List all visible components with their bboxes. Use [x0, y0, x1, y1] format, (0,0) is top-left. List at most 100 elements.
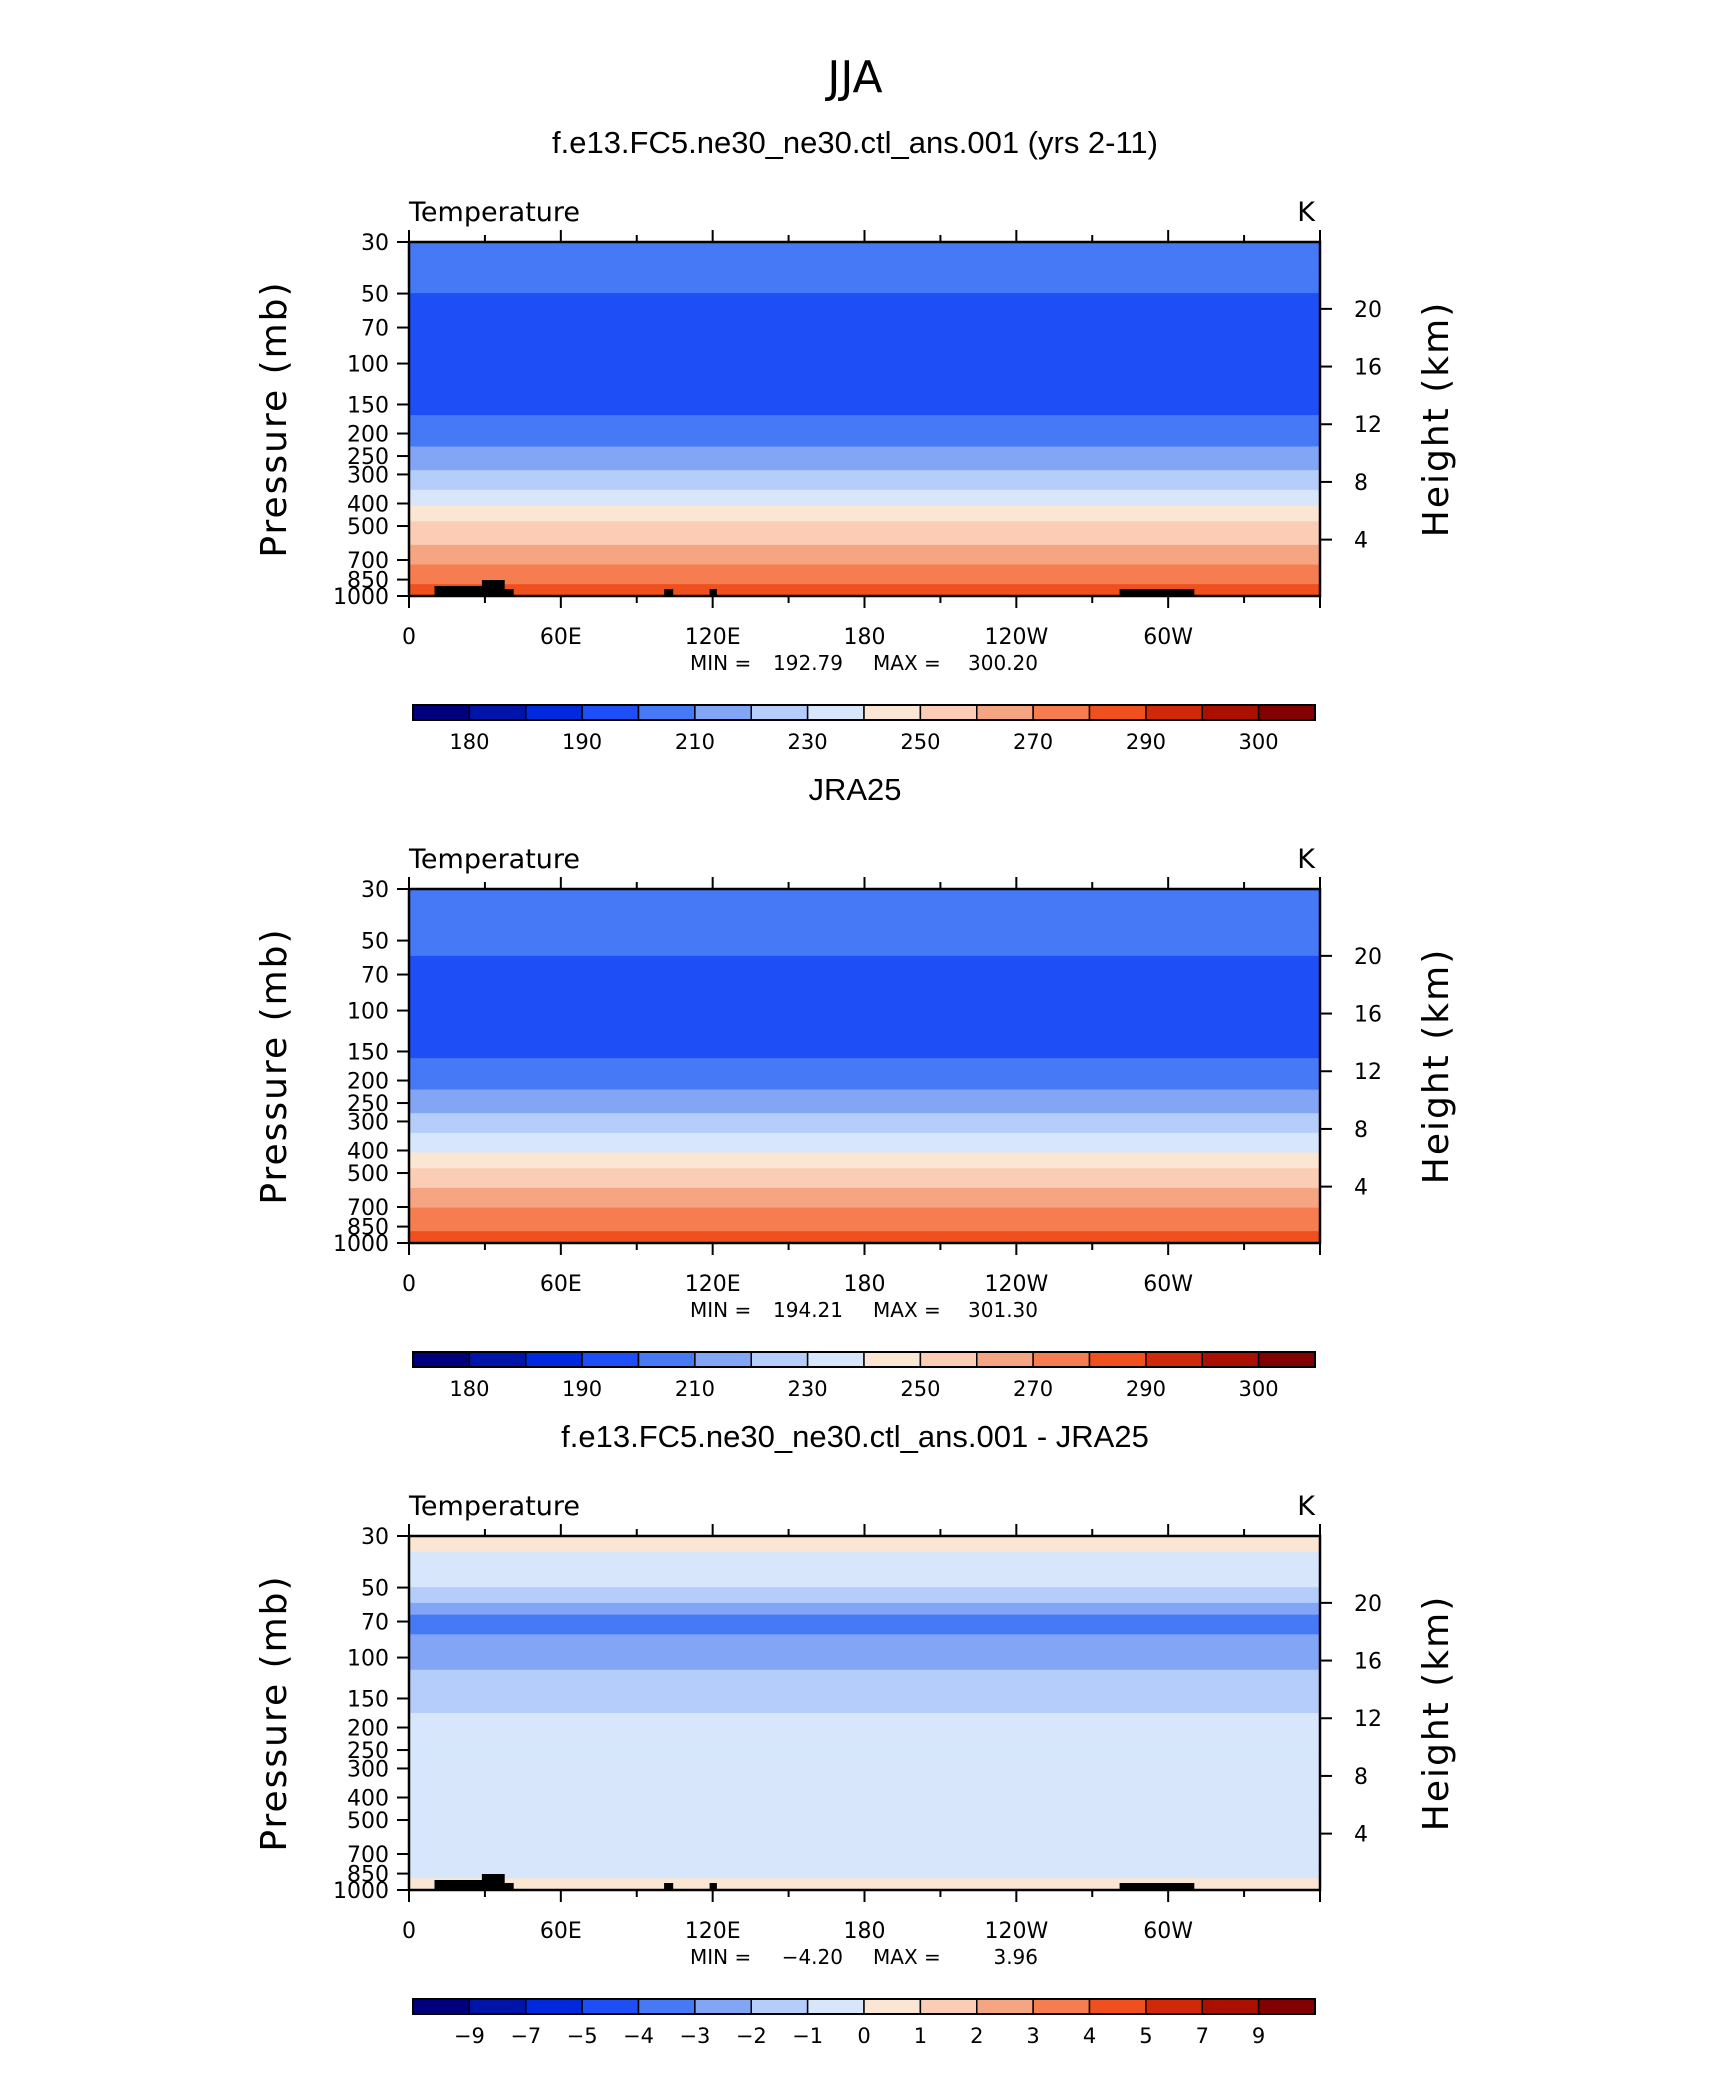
figure-title: JJA — [824, 52, 882, 103]
field-band — [409, 478, 1320, 483]
colorbar-label: −9 — [454, 2024, 485, 2048]
field-band — [409, 422, 1320, 428]
field-band — [409, 1199, 1320, 1205]
field-band — [409, 1697, 1320, 1702]
colorbar-label: 180 — [449, 730, 489, 754]
max-label: MAX = — [873, 1298, 941, 1322]
field-band — [409, 1720, 1320, 1726]
colorbar-swatch — [525, 704, 583, 721]
min-max-readout: MIN = 192.79 MAX = 300.20 — [690, 651, 1038, 675]
field-band — [409, 352, 1320, 357]
field-band — [409, 560, 1320, 566]
panel-2: JRA25 Temperature K 0 60E 120E 180 120W 60W 30 50 7… — [254, 772, 1457, 1401]
colorbar-swatch — [1145, 1998, 1204, 2015]
field-band — [409, 1740, 1320, 1746]
field-band — [409, 395, 1320, 400]
y-right-tick-label: 12 — [1354, 1707, 1382, 1732]
colorbar-swatch — [750, 1998, 809, 2015]
field-band — [409, 540, 1320, 546]
field-band — [409, 1650, 1320, 1655]
x-tick-label: 60W — [1143, 1272, 1193, 1297]
panel-1: f.e13.FC5.ne30_ne30.ctl_ans.001 (yrs 2-1… — [254, 125, 1457, 754]
field-band — [409, 1579, 1320, 1584]
x-axis: 0 60E 120E 180 120W 60W — [402, 877, 1321, 1297]
colorbar-swatch — [976, 1998, 1034, 2015]
field-band — [409, 1014, 1320, 1020]
field-band — [409, 995, 1320, 1000]
field-band — [409, 1042, 1320, 1047]
field-band — [409, 383, 1320, 389]
field-band — [409, 951, 1320, 957]
min-label: MIN = — [690, 651, 751, 675]
field-band — [409, 1618, 1320, 1624]
field-band — [409, 1168, 1320, 1173]
field-band — [409, 889, 1320, 894]
y-tick-label: 300 — [347, 1110, 389, 1135]
field-band — [409, 269, 1320, 275]
field-band — [409, 387, 1320, 393]
field-band — [409, 1642, 1320, 1647]
field-band — [409, 1587, 1320, 1592]
field-band — [409, 932, 1320, 937]
x-tick-label: 60E — [540, 625, 582, 650]
y-right-tick-label: 8 — [1354, 471, 1368, 496]
field-band — [409, 1172, 1320, 1177]
field-band — [409, 411, 1320, 416]
y-axis-right-label: Height (km) — [1416, 948, 1457, 1184]
field-band — [409, 1760, 1320, 1765]
colorbar-label: 230 — [788, 1377, 828, 1401]
field-band — [409, 1089, 1320, 1095]
field-band — [409, 1728, 1320, 1734]
field-band — [409, 470, 1320, 475]
field-band — [409, 537, 1320, 542]
colorbar-swatch — [1032, 1351, 1091, 1368]
topography-block — [1119, 589, 1195, 596]
min-max-readout: MIN = 194.21 MAX = 301.30 — [690, 1298, 1038, 1322]
field-band — [409, 1077, 1320, 1083]
field-band — [409, 552, 1320, 558]
y-tick-label: 500 — [347, 515, 389, 540]
field-band — [409, 1752, 1320, 1757]
field-band — [409, 588, 1320, 593]
colorbar-label: −7 — [510, 2024, 541, 2048]
field-band — [409, 1156, 1320, 1161]
field-band — [409, 1152, 1320, 1158]
colorbar-label: 290 — [1126, 730, 1166, 754]
colorbar-frame — [412, 1351, 1316, 1368]
variable-label: Temperature — [408, 844, 580, 875]
field-band — [409, 1227, 1320, 1232]
field-band — [409, 1827, 1320, 1832]
field-band — [409, 1211, 1320, 1217]
topography-block — [664, 1883, 674, 1890]
field-band — [409, 1215, 1320, 1220]
field-band — [409, 513, 1320, 518]
colorbar-swatch — [525, 1998, 583, 2015]
colorbar-swatch — [1257, 1351, 1316, 1368]
y-tick-label: 50 — [361, 930, 389, 955]
colorbar: 180 190 210 230 250 270 290 300 — [412, 704, 1316, 754]
field-band — [409, 1772, 1320, 1777]
field-band — [409, 1665, 1320, 1671]
field-band — [409, 1823, 1320, 1828]
field-band — [409, 912, 1320, 918]
colorbar-label: 230 — [788, 730, 828, 754]
colorbar-swatch — [919, 1998, 978, 2015]
field-band — [409, 1602, 1320, 1608]
panel-title: f.e13.FC5.ne30_ne30.ctl_ans.001 (yrs 2-1… — [552, 125, 1158, 160]
y-tick-label: 700 — [347, 1843, 389, 1868]
colorbar-swatch — [637, 1351, 696, 1368]
field-band — [409, 592, 1320, 597]
field-band — [409, 1791, 1320, 1797]
y-tick-label: 30 — [361, 1525, 389, 1550]
min-label: MIN = — [690, 1298, 751, 1322]
field-band — [409, 948, 1320, 953]
x-tick-label: 60E — [540, 1919, 582, 1944]
y-tick-label: 30 — [361, 878, 389, 903]
field-band — [409, 1732, 1320, 1738]
y-tick-label: 300 — [347, 463, 389, 488]
field-band — [409, 1121, 1320, 1126]
field-band — [409, 1038, 1320, 1043]
field-band — [409, 1085, 1320, 1091]
field-band — [409, 1018, 1320, 1024]
field-band — [409, 1744, 1320, 1749]
